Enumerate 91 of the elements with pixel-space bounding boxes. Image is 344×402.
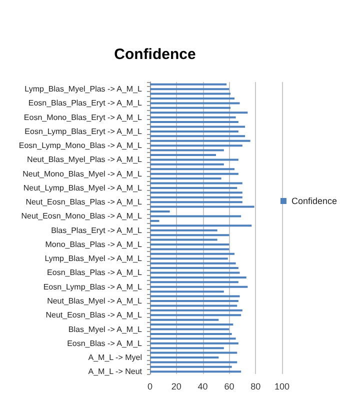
bar <box>150 97 234 100</box>
bar <box>150 248 230 250</box>
bar <box>150 352 238 354</box>
y-tick-label: Neut_Eosn_Blas_Plas -> A_M_L <box>26 198 143 207</box>
y-tick-label: Eosn_Blas_Plas_Eryt -> A_M_L <box>28 98 143 108</box>
y-tick-label: Eosn_Lymp_Mono_Blas -> A_M_L <box>18 141 143 150</box>
bar <box>150 276 246 278</box>
bar <box>150 347 224 350</box>
y-tick-label: Neut_Mono_Blas_Myel -> A_M_L <box>22 169 143 178</box>
bar <box>150 272 240 274</box>
y-tick-label: Eosn_Blas_Plas -> A_M_L <box>47 268 143 278</box>
bar <box>150 112 248 114</box>
bar <box>150 192 242 194</box>
bar <box>150 126 246 128</box>
y-tick-label: Lymp_Blas_Myel_Plas -> A_M_L <box>24 84 143 94</box>
bar <box>150 106 231 109</box>
bar <box>150 186 238 189</box>
bar <box>150 300 238 302</box>
bar <box>150 206 254 208</box>
y-tick-label: Lymp_Blas_Myel -> A_M_L <box>44 254 143 264</box>
bar <box>150 83 227 86</box>
bar <box>150 258 228 260</box>
bar <box>150 366 232 368</box>
y-tick-label: A_M_L -> Neut <box>88 367 143 376</box>
bar <box>150 252 234 255</box>
bar <box>150 92 231 95</box>
x-tick-label: 0 <box>147 382 153 392</box>
bar <box>150 290 224 293</box>
bar <box>150 168 234 170</box>
bar <box>150 172 238 175</box>
y-tick-label: Neut_Blas_Myel -> A_M_L <box>47 296 143 306</box>
chart-title: Confidence <box>114 46 196 63</box>
bar <box>150 309 242 312</box>
x-tick-label: 80 <box>250 382 261 392</box>
y-tick-label: Mono_Blas_Plas -> A_M_L <box>45 240 143 249</box>
y-tick-label: Eosn_Lymp_Blas -> A_M_L <box>43 282 143 292</box>
y-tick-label: Eosn_Mono_Blas_Eryt -> A_M_L <box>24 112 143 122</box>
bar <box>150 135 246 138</box>
bar <box>150 229 218 232</box>
bar <box>150 361 238 364</box>
bar <box>150 342 238 344</box>
bar <box>150 102 240 104</box>
x-tick-label: 20 <box>171 382 182 392</box>
bar <box>150 234 230 236</box>
bar <box>150 281 238 284</box>
bar <box>150 238 218 241</box>
bar <box>150 116 236 118</box>
bar <box>150 215 242 218</box>
y-tick-label: Eosn_Blas -> A_M_L <box>67 338 143 348</box>
y-tick-label: Neut_Eosn_Blas -> A_M_L <box>46 310 143 320</box>
y-tick-label: Neut_Blas_Myel_Plas -> A_M_L <box>27 155 143 164</box>
bar <box>150 314 242 316</box>
bar <box>150 163 224 166</box>
bar <box>150 267 238 270</box>
bar <box>150 243 230 246</box>
y-tick-label: Neut_Eosn_Mono_Blas -> A_M_L <box>21 212 143 221</box>
y-tick-label: Neut_Lymp_Blas_Myel -> A_M_L <box>23 183 143 192</box>
bar <box>150 224 252 227</box>
bar <box>150 262 236 264</box>
bar <box>150 154 216 156</box>
bar <box>150 144 242 147</box>
bar <box>150 158 238 161</box>
bar <box>150 201 242 204</box>
bar <box>150 88 230 90</box>
bar <box>150 328 230 330</box>
bar <box>150 196 242 198</box>
bar <box>150 286 248 288</box>
bar <box>150 356 219 359</box>
bar <box>150 140 250 142</box>
y-tick-label: A_M_L -> Myel <box>88 353 142 362</box>
bar <box>150 370 242 373</box>
x-tick-label: 100 <box>274 382 290 392</box>
bar <box>150 130 238 132</box>
bar <box>150 182 242 184</box>
bar <box>150 332 232 335</box>
y-tick-label: Blas_Myel -> A_M_L <box>68 324 143 334</box>
bar <box>150 338 236 340</box>
bar <box>150 178 222 180</box>
bar <box>150 318 219 321</box>
bar <box>150 220 160 222</box>
bar <box>150 304 238 307</box>
x-tick-label: 40 <box>198 382 208 392</box>
bar <box>150 210 170 213</box>
bar <box>150 121 238 124</box>
bar <box>150 149 224 152</box>
y-tick-label: Blas_Plas_Eryt -> A_M_L <box>51 226 143 235</box>
x-tick-label: 60 <box>224 382 234 392</box>
y-tick-label: Eosn_Lymp_Blas_Eryt -> A_M_L <box>24 126 143 136</box>
legend-label: Confidence <box>291 196 338 206</box>
bar <box>150 324 234 326</box>
bar <box>150 295 240 298</box>
